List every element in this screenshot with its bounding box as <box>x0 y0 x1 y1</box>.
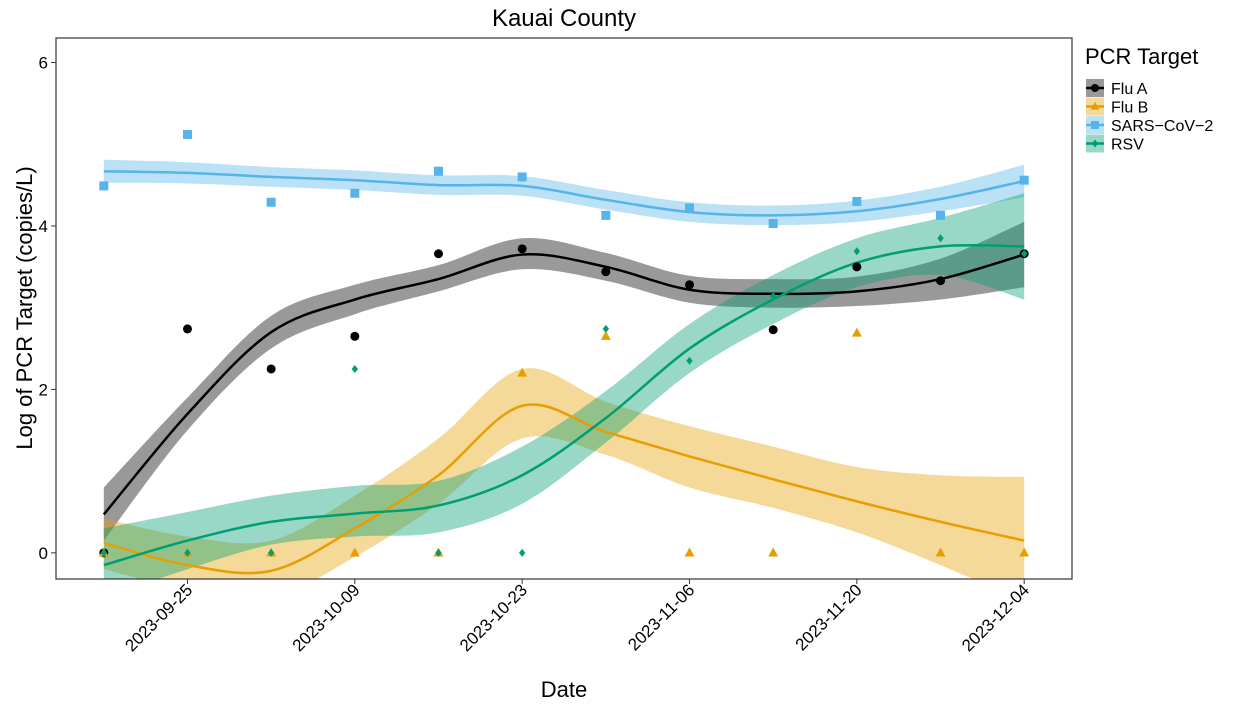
data-point <box>350 188 360 198</box>
y-tick-label: 6 <box>39 54 48 73</box>
data-point <box>600 330 611 340</box>
confidence-band <box>103 368 1025 579</box>
data-point <box>768 547 779 557</box>
plot-area <box>98 129 1030 579</box>
data-point <box>435 548 442 557</box>
smooth-line <box>102 253 1025 516</box>
data-point <box>1019 547 1030 557</box>
data-point <box>351 364 359 373</box>
data-point <box>602 324 610 333</box>
data-point <box>518 548 526 557</box>
legend-key-marker <box>1091 121 1099 129</box>
data-point <box>100 548 108 557</box>
data-point <box>517 244 527 254</box>
x-tick-label: 2023-09-25 <box>121 580 196 655</box>
chart-title: Kauai County <box>492 5 636 32</box>
confidence-band <box>103 221 1025 541</box>
data-point <box>936 210 946 220</box>
data-point <box>182 324 192 334</box>
legend-label: Flu B <box>1111 100 1148 117</box>
legend-key-marker <box>1091 84 1099 92</box>
data-point <box>266 197 276 207</box>
x-tick-label: 2023-12-04 <box>958 580 1033 655</box>
y-tick-label: 4 <box>39 217 48 236</box>
x-tick-label: 2023-11-06 <box>624 580 698 654</box>
data-point <box>851 327 862 337</box>
x-tick-label: 2023-10-23 <box>456 580 531 655</box>
smooth-line <box>103 403 1025 575</box>
x-axis-title: Date <box>541 677 587 702</box>
panel-border <box>55 37 1073 580</box>
legend-label: SARS−CoV−2 <box>1111 118 1213 135</box>
data-point <box>601 210 611 220</box>
data-point <box>768 219 778 229</box>
data-point <box>852 196 862 206</box>
data-point <box>852 262 862 272</box>
data-point <box>684 547 695 557</box>
x-tick-label: 2023-11-20 <box>792 580 866 654</box>
legend-title: PCR Target <box>1085 44 1198 69</box>
data-point <box>1020 249 1028 258</box>
data-point <box>769 292 777 301</box>
data-point <box>433 249 443 259</box>
data-point <box>685 280 695 290</box>
legend-label: RSV <box>1111 137 1144 154</box>
smooth-line <box>103 169 1025 217</box>
data-point <box>685 203 695 213</box>
legend-label: Flu A <box>1111 81 1148 98</box>
x-tick-label: 2023-10-09 <box>289 580 364 655</box>
data-point <box>768 325 778 335</box>
data-point <box>517 367 528 377</box>
data-point <box>99 181 109 191</box>
smooth-line <box>103 243 1025 567</box>
data-point <box>433 166 443 176</box>
data-point <box>1019 175 1029 185</box>
data-point <box>350 331 360 341</box>
data-point <box>184 548 191 557</box>
legend-key-marker <box>1091 139 1099 148</box>
data-point <box>267 548 275 557</box>
data-point <box>686 356 693 365</box>
data-point <box>853 247 861 256</box>
legend-key-marker <box>1090 101 1100 110</box>
data-point <box>266 364 276 374</box>
data-point <box>936 276 946 286</box>
data-point <box>182 129 192 139</box>
y-tick-label: 2 <box>39 380 48 399</box>
y-axis-title: Log of PCR Target (copies/L) <box>12 166 37 449</box>
data-point <box>937 234 944 243</box>
data-point <box>935 547 946 557</box>
data-point <box>601 267 611 277</box>
data-point <box>517 172 527 182</box>
y-tick-label: 0 <box>39 544 48 563</box>
data-point <box>349 547 360 557</box>
